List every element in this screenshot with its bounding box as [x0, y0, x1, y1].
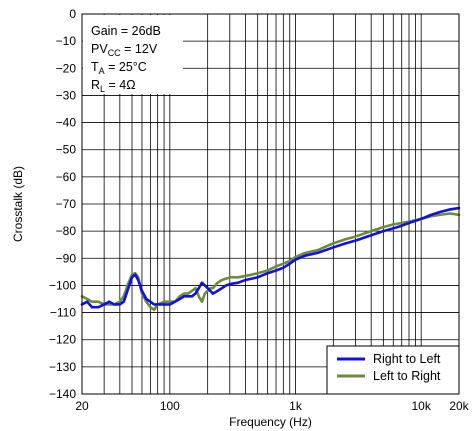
- x-tick-label: 20k: [449, 399, 469, 413]
- annotation-line: PVCC = 12V: [91, 42, 158, 58]
- y-tick-label: −110: [50, 306, 76, 320]
- conditions-annotation: Gain = 26dB PVCC = 12V TA = 25°C RL = 4Ω: [83, 15, 183, 94]
- y-tick-label: −40: [56, 116, 77, 130]
- y-tick-label: −120: [49, 333, 76, 347]
- y-tick-label: −10: [56, 34, 77, 48]
- y-tick-label: −20: [56, 61, 77, 75]
- series-layer: [80, 206, 461, 312]
- series-line-2: [80, 212, 461, 312]
- y-tick-label: −30: [56, 88, 77, 102]
- y-tick-label: −100: [49, 278, 76, 292]
- y-tick-label: −130: [49, 360, 76, 374]
- y-tick-label: −90: [56, 251, 77, 265]
- series-line-1: [80, 206, 461, 309]
- x-tick-label: 10k: [411, 399, 431, 413]
- y-tick-label: −50: [56, 143, 77, 157]
- annotation-line: TA = 25°C: [91, 60, 147, 76]
- y-tick-label: −140: [49, 387, 76, 401]
- x-tick-label: 20: [75, 399, 89, 413]
- legend-label: Left to Right: [373, 369, 441, 383]
- plot-frame: [81, 13, 460, 395]
- x-tick-labels: 20 100 1k 10k 20k: [75, 399, 469, 413]
- y-tick-labels: 0 −10 −20 −30 −40 −50 −60 −70 −80 −90 −100 −110 −120…: [49, 7, 76, 401]
- y-axis-label: Crosstalk (dB): [11, 166, 25, 242]
- annotation-line: RL = 4Ω: [91, 78, 136, 94]
- annotation-background: [83, 15, 183, 94]
- y-tick-label: −80: [56, 224, 77, 238]
- x-tick-label: 1k: [289, 399, 303, 413]
- y-tick-label: −70: [56, 197, 77, 211]
- legend: Right to Left Left to Right: [326, 345, 460, 395]
- x-tick-label: 100: [160, 399, 180, 413]
- y-tick-label: 0: [69, 7, 76, 21]
- y-tick-label: −60: [56, 170, 77, 184]
- annotation-line: Gain = 26dB: [91, 24, 161, 38]
- x-axis-label: Frequency (Hz): [229, 415, 312, 429]
- legend-box: [326, 345, 460, 395]
- legend-label: Right to Left: [373, 352, 441, 366]
